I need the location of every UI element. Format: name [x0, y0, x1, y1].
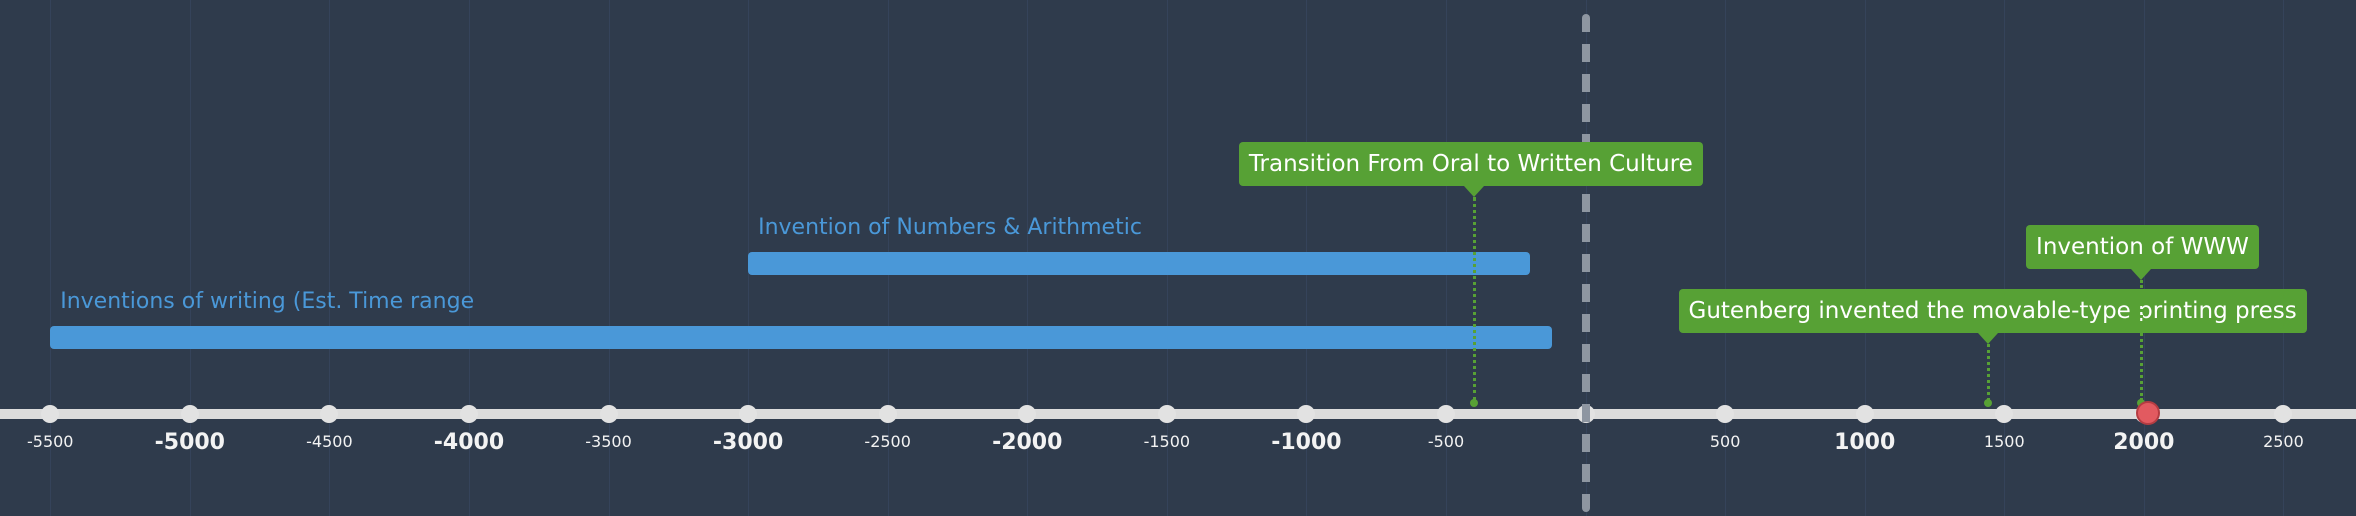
tick-dot: [878, 405, 897, 423]
gridline: [1864, 0, 1866, 516]
gridline: [1725, 0, 1727, 516]
tick-dot: [41, 405, 60, 423]
span-bar[interactable]: [748, 252, 1530, 275]
current-year-marker: [2136, 401, 2161, 425]
tick-label: 1000: [1834, 430, 1896, 455]
tick-dot: [1716, 405, 1735, 423]
divider-line: [1581, 14, 1590, 512]
tick-dot: [320, 405, 339, 423]
tick-label: -5000: [154, 430, 225, 455]
event-stem: [1472, 197, 1476, 401]
tick-label: -3000: [712, 430, 784, 455]
event-pointer: [1977, 333, 1998, 344]
tick-dot: [739, 405, 758, 423]
span-label: Invention of Numbers & Arithmetic: [758, 215, 1142, 240]
tick-dot: [1297, 405, 1316, 423]
tick-label: -5500: [26, 432, 74, 451]
tick-dot: [1157, 405, 1176, 423]
tick-dot: [459, 405, 478, 423]
tick-dot: [1995, 405, 2014, 423]
tick-label: -4000: [433, 430, 505, 455]
tick-label: 500: [1709, 432, 1741, 451]
tick-label: -1000: [1271, 430, 1342, 455]
gridline: [329, 0, 331, 516]
tick-label: -2000: [992, 430, 1063, 455]
event-stem: [1986, 344, 1990, 401]
tick-label: -1500: [1143, 432, 1191, 451]
tick-dot: [599, 405, 618, 423]
span-label: Inventions of writing (Est. Time range: [60, 289, 475, 314]
tick-dot: [1436, 405, 1455, 423]
tick-dot: [1018, 405, 1037, 423]
tick-label: -3500: [585, 432, 632, 451]
tick-label: 1500: [1983, 432, 2025, 451]
tick-label: -2500: [864, 432, 911, 451]
tick-label: -500: [1427, 432, 1465, 451]
tick-label: 2500: [2263, 432, 2304, 451]
tick-dot: [2274, 405, 2293, 423]
event-label[interactable]: Invention of WWW: [2026, 225, 2259, 269]
gridline: [468, 0, 470, 516]
gridline: [189, 0, 191, 516]
tick-label: 2000: [2113, 430, 2175, 455]
timeline-axis: [0, 409, 2356, 419]
gridline: [2283, 0, 2285, 516]
gridline: [608, 0, 610, 516]
event-point[interactable]: [1469, 399, 1478, 407]
span-bar[interactable]: [50, 326, 1553, 349]
tick-dot: [1855, 405, 1874, 423]
event-label[interactable]: Transition From Oral to Written Culture: [1238, 142, 1703, 186]
tick-label: -4500: [306, 432, 353, 451]
event-label[interactable]: Gutenberg invented the movable-type prin…: [1678, 289, 2307, 333]
event-pointer: [1463, 186, 1484, 197]
event-stem: [2140, 280, 2144, 401]
event-pointer: [2131, 269, 2152, 280]
gridline: [50, 0, 52, 516]
tick-dot: [180, 405, 199, 423]
gridline: [2004, 0, 2006, 516]
event-point[interactable]: [1983, 399, 1992, 407]
